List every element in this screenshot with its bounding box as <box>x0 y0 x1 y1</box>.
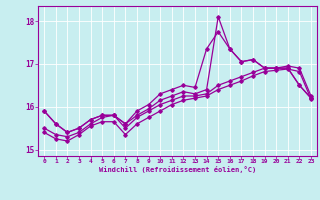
X-axis label: Windchill (Refroidissement éolien,°C): Windchill (Refroidissement éolien,°C) <box>99 166 256 173</box>
